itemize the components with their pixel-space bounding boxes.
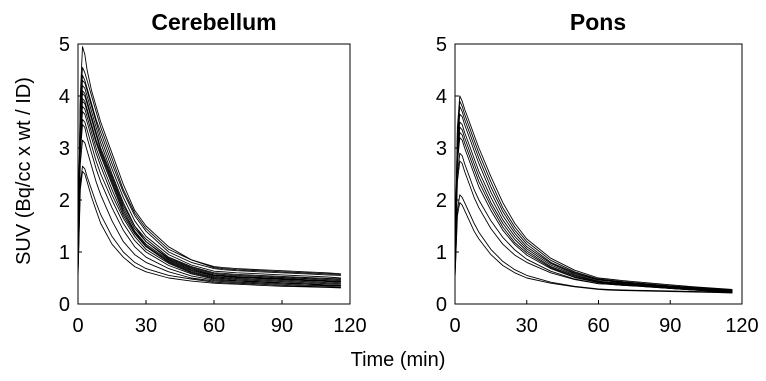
cerebellum-series-group [77,46,341,289]
pons-y-tick-label: 2 [436,190,447,212]
cerebellum-y-tick-label: 2 [59,190,70,212]
cerebellum-series-line-10 [77,105,341,284]
pons-y-tick-label: 4 [436,86,447,108]
cerebellum-ticks: 0 30 60 90 120 0 1 2 3 4 5 [59,34,367,337]
cerebellum-y-tick-label: 0 [59,294,70,316]
pons-x-tick-label: 90 [659,315,681,337]
cerebellum-y-tick-label: 4 [59,86,70,108]
pons-series-group [454,95,733,294]
pons-series-line-9 [454,152,733,293]
cerebellum-series-line-2 [77,66,341,275]
pons-y-tick-label: 5 [436,34,447,56]
cerebellum-x-tick-label: 60 [203,315,225,337]
cerebellum-x-tick-label: 0 [72,315,83,337]
pons-y-tick-label: 1 [436,242,447,264]
pons-title: Pons [570,9,626,35]
cerebellum-series-line-7 [77,92,341,282]
pons-series-line-8 [454,137,733,294]
pons-series-line-3 [454,105,733,291]
cerebellum-x-tick-label: 90 [271,315,293,337]
pons-series-line-1 [454,95,733,290]
cerebellum-series-line-1 [77,46,341,275]
y-axis-label: SUV (Bq/cc x wt / ID) [13,77,35,265]
cerebellum-series-line-12 [77,118,341,286]
cerebellum-series-line-4 [77,79,341,279]
cerebellum-x-tick-label: 120 [333,315,366,337]
cerebellum-series-line-3 [77,74,341,276]
pons-x-tick-label: 120 [725,315,758,337]
pons-y-tick-label: 3 [436,138,447,160]
pons-x-tick-label: 60 [587,315,609,337]
pons-x-tick-label: 0 [449,315,460,337]
cerebellum-series-line-9 [77,100,341,283]
pons-series-line-5 [454,121,733,292]
pons-panel: Pons 0 30 60 90 120 0 1 2 3 4 5 [436,9,759,337]
pons-x-tick-label: 30 [516,315,538,337]
cerebellum-y-tick-label: 1 [59,242,70,264]
cerebellum-series-line-5 [77,85,341,280]
pons-series-line-2 [454,100,733,291]
cerebellum-series-line-11 [77,111,341,285]
cerebellum-series-line-8 [77,98,341,283]
cerebellum-series-line-14 [77,139,341,287]
pons-series-line-11 [454,194,733,294]
pons-series-line-6 [454,126,733,293]
cerebellum-axes-frame [77,43,351,305]
pons-series-line-4 [454,113,733,292]
cerebellum-series-line-6 [77,90,341,281]
cerebellum-x-tick-label: 30 [135,315,157,337]
pons-y-tick-label: 0 [436,294,447,316]
pons-series-line-12 [454,202,733,294]
cerebellum-series-line-16 [77,170,341,289]
cerebellum-title: Cerebellum [151,9,276,35]
cerebellum-series-line-13 [77,124,341,287]
cerebellum-y-tick-label: 3 [59,138,70,160]
x-axis-label: Time (min) [351,349,446,371]
pons-ticks: 0 30 60 90 120 0 1 2 3 4 5 [436,34,759,337]
cerebellum-series-line-15 [77,165,341,288]
pons-series-line-10 [454,160,733,291]
cerebellum-y-tick-label: 5 [59,34,70,56]
pons-axes-frame [454,43,743,305]
cerebellum-panel: Cerebellum 0 30 60 90 120 0 1 2 3 4 5 [59,9,367,337]
